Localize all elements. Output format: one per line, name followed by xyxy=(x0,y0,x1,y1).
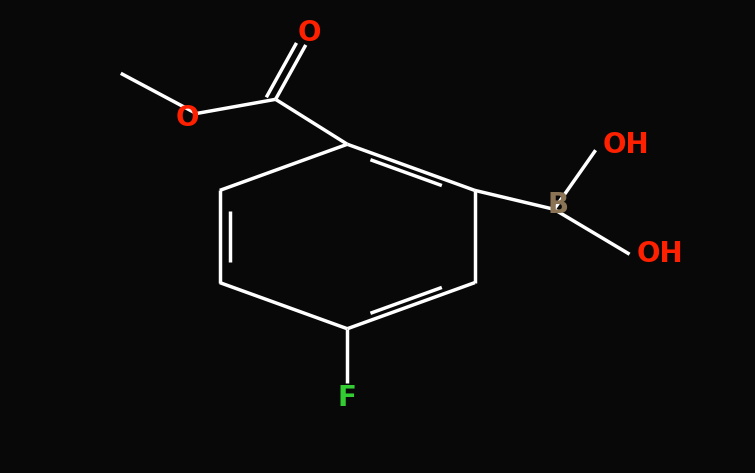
Text: B: B xyxy=(547,191,569,219)
Text: OH: OH xyxy=(636,240,683,268)
Text: O: O xyxy=(297,19,322,47)
Text: O: O xyxy=(175,104,199,132)
Text: F: F xyxy=(338,384,357,412)
Text: OH: OH xyxy=(602,131,649,159)
